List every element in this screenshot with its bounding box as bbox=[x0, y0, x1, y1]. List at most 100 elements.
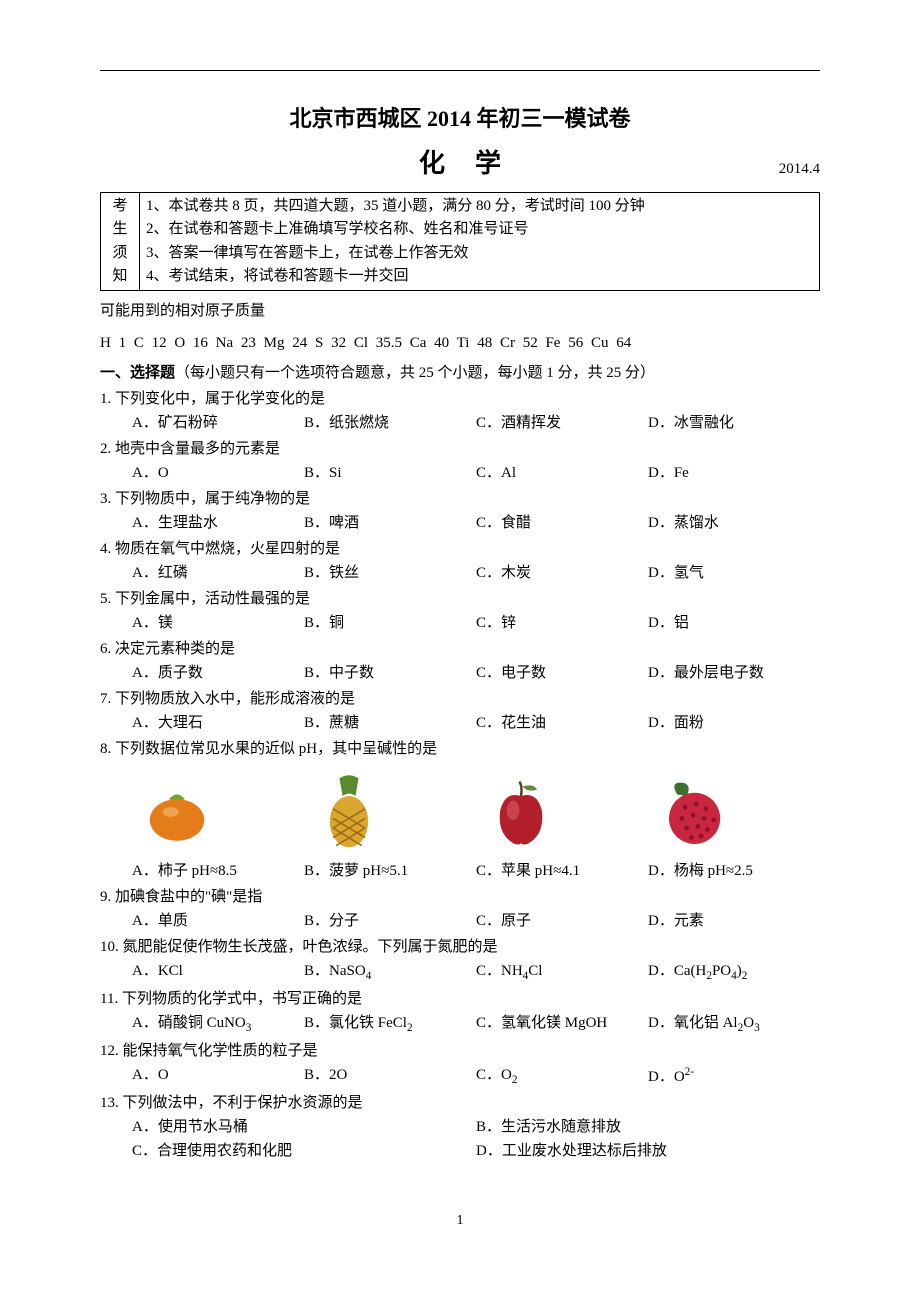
persimmon-icon bbox=[132, 767, 222, 857]
question-6: 6. 决定元素种类的是 A．质子数 B．中子数 C．电子数 D．最外层电子数 bbox=[100, 637, 820, 685]
notice-left-3: 须 bbox=[107, 242, 133, 265]
q9-stem: 9. 加碘食盐中的"碘"是指 bbox=[100, 885, 820, 909]
q8-fruit-images bbox=[100, 767, 820, 857]
exam-page: 北京市西城区 2014 年初三一模试卷 化学 2014.4 考 生 须 知 1、… bbox=[0, 0, 920, 1269]
q5-options: A．镁 B．铜 C．锌 D．铝 bbox=[100, 611, 820, 635]
q8-opt-a: A．柿子 pH≈8.5 bbox=[132, 859, 304, 883]
q4-opt-d: D．氢气 bbox=[648, 561, 820, 585]
q4-stem: 4. 物质在氧气中燃烧，火星四射的是 bbox=[100, 537, 820, 561]
q3-opt-a: A．生理盐水 bbox=[132, 511, 304, 535]
q9-opt-b: B．分子 bbox=[304, 909, 476, 933]
q5-opt-d: D．铝 bbox=[648, 611, 820, 635]
question-4: 4. 物质在氧气中燃烧，火星四射的是 A．红磷 B．铁丝 C．木炭 D．氢气 bbox=[100, 537, 820, 585]
q12-stem: 12. 能保持氧气化学性质的粒子是 bbox=[100, 1039, 820, 1063]
notice-line-3: 3、答案一律填写在答题卡上，在试卷上作答无效 bbox=[146, 242, 813, 265]
q12-options: A．O B．2O C．O2 D．O2- bbox=[100, 1063, 820, 1089]
q3-opt-c: C．食醋 bbox=[476, 511, 648, 535]
section-1-heading: 一、选择题（每小题只有一个选项符合题意，共 25 个小题，每小题 1 分，共 2… bbox=[100, 361, 820, 385]
q6-options: A．质子数 B．中子数 C．电子数 D．最外层电子数 bbox=[100, 661, 820, 685]
q5-opt-b: B．铜 bbox=[304, 611, 476, 635]
exam-date: 2014.4 bbox=[779, 161, 820, 178]
q6-opt-a: A．质子数 bbox=[132, 661, 304, 685]
question-10: 10. 氮肥能促使作物生长茂盛，叶色浓绿。下列属于氮肥的是 A．KCl B．Na… bbox=[100, 935, 820, 985]
apple-icon bbox=[476, 767, 566, 857]
q10-opt-a: A．KCl bbox=[132, 959, 304, 985]
q13-options-row2: C．合理使用农药和化肥 D．工业废水处理达标后排放 bbox=[100, 1139, 820, 1163]
q4-opt-b: B．铁丝 bbox=[304, 561, 476, 585]
q5-stem: 5. 下列金属中，活动性最强的是 bbox=[100, 587, 820, 611]
question-3: 3. 下列物质中，属于纯净物的是 A．生理盐水 B．啤酒 C．食醋 D．蒸馏水 bbox=[100, 487, 820, 535]
question-5: 5. 下列金属中，活动性最强的是 A．镁 B．铜 C．锌 D．铝 bbox=[100, 587, 820, 635]
q2-opt-b: B．Si bbox=[304, 461, 476, 485]
q13-opt-c: C．合理使用农药和化肥 bbox=[132, 1139, 476, 1163]
q3-stem: 3. 下列物质中，属于纯净物的是 bbox=[100, 487, 820, 511]
q13-opt-d: D．工业废水处理达标后排放 bbox=[476, 1139, 820, 1163]
q10-stem: 10. 氮肥能促使作物生长茂盛，叶色浓绿。下列属于氮肥的是 bbox=[100, 935, 820, 959]
q3-opt-d: D．蒸馏水 bbox=[648, 511, 820, 535]
q8-opt-d: D．杨梅 pH≈2.5 bbox=[648, 859, 820, 883]
q4-options: A．红磷 B．铁丝 C．木炭 D．氢气 bbox=[100, 561, 820, 585]
q5-opt-a: A．镁 bbox=[132, 611, 304, 635]
q8-opt-c: C．苹果 pH≈4.1 bbox=[476, 859, 648, 883]
question-12: 12. 能保持氧气化学性质的粒子是 A．O B．2O C．O2 D．O2- bbox=[100, 1039, 820, 1089]
q7-stem: 7. 下列物质放入水中，能形成溶液的是 bbox=[100, 687, 820, 711]
q4-opt-a: A．红磷 bbox=[132, 561, 304, 585]
section-1-desc: （每小题只有一个选项符合题意，共 25 个小题，每小题 1 分，共 25 分） bbox=[175, 365, 655, 381]
q11-stem: 11. 下列物质的化学式中，书写正确的是 bbox=[100, 987, 820, 1011]
q11-opt-a: A．硝酸铜 CuNO3 bbox=[132, 1011, 304, 1037]
q3-opt-b: B．啤酒 bbox=[304, 511, 476, 535]
q10-options: A．KCl B．NaSO4 C．NH4Cl D．Ca(H2PO4)2 bbox=[100, 959, 820, 985]
q13-opt-a: A．使用节水马桶 bbox=[132, 1115, 476, 1139]
q8-stem: 8. 下列数据位常见水果的近似 pH，其中呈碱性的是 bbox=[100, 737, 820, 761]
notice-body-cell: 1、本试卷共 8 页，共四道大题，35 道小题，满分 80 分，考试时间 100… bbox=[140, 193, 820, 291]
top-rule bbox=[100, 70, 820, 71]
q3-options: A．生理盐水 B．啤酒 C．食醋 D．蒸馏水 bbox=[100, 511, 820, 535]
question-7: 7. 下列物质放入水中，能形成溶液的是 A．大理石 B．蔗糖 C．花生油 D．面… bbox=[100, 687, 820, 735]
q7-opt-b: B．蔗糖 bbox=[304, 711, 476, 735]
bayberry-icon bbox=[648, 767, 738, 857]
q9-options: A．单质 B．分子 C．原子 D．元素 bbox=[100, 909, 820, 933]
notice-line-1: 1、本试卷共 8 页，共四道大题，35 道小题，满分 80 分，考试时间 100… bbox=[146, 195, 813, 218]
exam-notice-table: 考 生 须 知 1、本试卷共 8 页，共四道大题，35 道小题，满分 80 分，… bbox=[100, 192, 820, 291]
q11-opt-b: B．氯化铁 FeCl2 bbox=[304, 1011, 476, 1037]
q11-options: A．硝酸铜 CuNO3 B．氯化铁 FeCl2 C．氢氧化镁 MgOH D．氧化… bbox=[100, 1011, 820, 1037]
q9-opt-c: C．原子 bbox=[476, 909, 648, 933]
q7-opt-d: D．面粉 bbox=[648, 711, 820, 735]
q10-opt-c: C．NH4Cl bbox=[476, 959, 648, 985]
q11-opt-c: C．氢氧化镁 MgOH bbox=[476, 1011, 648, 1037]
subtitle-row: 化学 2014.4 bbox=[100, 143, 820, 180]
q9-opt-a: A．单质 bbox=[132, 909, 304, 933]
question-8: 8. 下列数据位常见水果的近似 pH，其中呈碱性的是 bbox=[100, 737, 820, 883]
notice-left-2: 生 bbox=[107, 218, 133, 241]
question-13: 13. 下列做法中，不利于保护水资源的是 A．使用节水马桶 B．生活污水随意排放… bbox=[100, 1091, 820, 1163]
q6-opt-d: D．最外层电子数 bbox=[648, 661, 820, 685]
notice-left-1: 考 bbox=[107, 195, 133, 218]
q10-opt-d: D．Ca(H2PO4)2 bbox=[648, 959, 820, 985]
q10-opt-b: B．NaSO4 bbox=[304, 959, 476, 985]
q1-opt-c: C．酒精挥发 bbox=[476, 411, 648, 435]
q2-opt-a: A．O bbox=[132, 461, 304, 485]
notice-line-2: 2、在试卷和答题卡上准确填写学校名称、姓名和准号证号 bbox=[146, 218, 813, 241]
question-2: 2. 地壳中含量最多的元素是 A．O B．Si C．Al D．Fe bbox=[100, 437, 820, 485]
q13-opt-b: B．生活污水随意排放 bbox=[476, 1115, 820, 1139]
q5-opt-c: C．锌 bbox=[476, 611, 648, 635]
question-11: 11. 下列物质的化学式中，书写正确的是 A．硝酸铜 CuNO3 B．氯化铁 F… bbox=[100, 987, 820, 1037]
q7-opt-c: C．花生油 bbox=[476, 711, 648, 735]
q2-stem: 2. 地壳中含量最多的元素是 bbox=[100, 437, 820, 461]
q13-options-row1: A．使用节水马桶 B．生活污水随意排放 bbox=[100, 1115, 820, 1139]
atomic-masses-values: H 1 C 12 O 16 Na 23 Mg 24 S 32 Cl 35.5 C… bbox=[100, 331, 820, 355]
notice-left-cell: 考 生 须 知 bbox=[101, 193, 140, 291]
question-1: 1. 下列变化中，属于化学变化的是 A．矿石粉碎 B．纸张燃烧 C．酒精挥发 D… bbox=[100, 387, 820, 435]
subject-title: 化学 bbox=[389, 143, 531, 180]
q4-opt-c: C．木炭 bbox=[476, 561, 648, 585]
q12-opt-b: B．2O bbox=[304, 1063, 476, 1089]
q7-opt-a: A．大理石 bbox=[132, 711, 304, 735]
q13-stem: 13. 下列做法中，不利于保护水资源的是 bbox=[100, 1091, 820, 1115]
exam-title: 北京市西城区 2014 年初三一模试卷 bbox=[100, 101, 820, 133]
section-1-title: 一、选择题 bbox=[100, 365, 175, 381]
q11-opt-d: D．氧化铝 Al2O3 bbox=[648, 1011, 820, 1037]
question-9: 9. 加碘食盐中的"碘"是指 A．单质 B．分子 C．原子 D．元素 bbox=[100, 885, 820, 933]
q1-opt-a: A．矿石粉碎 bbox=[132, 411, 304, 435]
q8-opt-b: B．菠萝 pH≈5.1 bbox=[304, 859, 476, 883]
q1-stem: 1. 下列变化中，属于化学变化的是 bbox=[100, 387, 820, 411]
